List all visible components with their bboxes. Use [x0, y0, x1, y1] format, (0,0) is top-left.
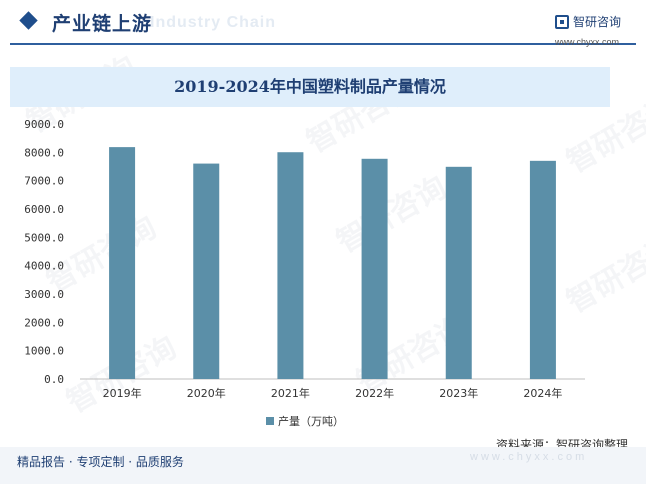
section-title: 产业链上游	[52, 13, 153, 35]
footer-slogan: 精品报告 · 专项定制 · 品质服务	[17, 455, 184, 469]
y-tick-label: 4000.0	[24, 260, 64, 273]
y-tick-label: 9000.0	[24, 118, 64, 131]
y-tick-label: 8000.0	[24, 146, 64, 159]
y-tick-label: 7000.0	[24, 175, 64, 188]
y-tick-label: 2000.0	[24, 316, 64, 329]
x-tick-label: 2020年	[187, 386, 226, 400]
y-tick-label: 0.0	[44, 373, 64, 386]
legend-swatch	[266, 417, 274, 425]
chart-title: 2019-2024年中国塑料制品产量情况	[174, 77, 446, 96]
bar	[193, 163, 220, 379]
bar	[529, 160, 556, 379]
brand-name: 智研咨询	[573, 15, 622, 29]
x-tick-label: 2022年	[355, 386, 394, 400]
legend-label: 产量（万吨）	[278, 414, 344, 428]
y-tick-label: 6000.0	[24, 203, 64, 216]
chart-title-bar: 2019-2024年中国塑料制品产量情况	[10, 67, 610, 107]
page-header: 产业链上游 Industry Chain 智研咨询 www.chyxx.com	[0, 0, 646, 52]
bar	[361, 158, 388, 379]
logo-icon	[555, 15, 569, 29]
diamond-icon	[19, 11, 38, 30]
y-tick-label: 3000.0	[24, 288, 64, 301]
bar	[109, 147, 136, 379]
brand-logo: 智研咨询 www.chyxx.com	[555, 13, 635, 47]
x-tick-label: 2023年	[439, 386, 478, 400]
footer-url-watermark: www.chyxx.com	[470, 451, 588, 463]
bar	[277, 152, 304, 379]
page-footer: 精品报告 · 专项定制 · 品质服务 www.chyxx.com	[0, 447, 646, 484]
x-tick-label: 2019年	[103, 386, 142, 400]
brand-url: www.chyxx.com	[555, 37, 620, 47]
x-tick-label: 2024年	[523, 386, 562, 400]
header-divider	[10, 43, 636, 45]
bar-chart: 0.0 1000.0 2000.0 3000.0 4000.0 5000.0 6000.0 7…	[24, 118, 585, 428]
bar	[445, 166, 472, 379]
y-tick-label: 1000.0	[24, 345, 64, 358]
y-tick-label: 5000.0	[24, 231, 64, 244]
x-tick-label: 2021年	[271, 386, 310, 400]
section-title-watermark: Industry Chain	[150, 14, 277, 31]
